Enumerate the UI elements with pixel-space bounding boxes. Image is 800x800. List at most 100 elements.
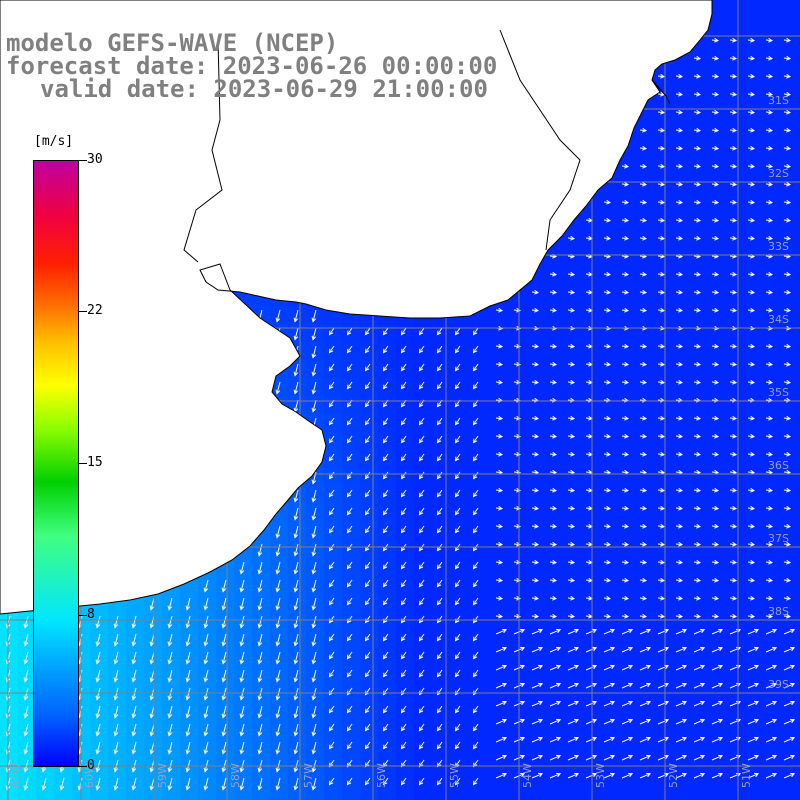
wind-arrowhead <box>400 672 406 678</box>
wind-speed-cell <box>792 540 800 558</box>
wind-arrowhead <box>23 623 29 629</box>
wind-arrowhead <box>382 402 388 408</box>
wind-speed-cell <box>630 306 648 324</box>
wind-speed-cell <box>648 648 666 666</box>
wind-speed-cell <box>648 414 666 432</box>
wind-arrow <box>294 633 299 646</box>
wind-arrowhead <box>311 659 317 665</box>
wind-speed-cell <box>630 432 648 450</box>
wind-speed-cell <box>234 792 252 800</box>
wind-speed-cell <box>702 432 720 450</box>
wind-speed-cell <box>576 216 594 234</box>
wind-arrowhead <box>257 695 263 701</box>
wind-arrowhead <box>328 492 334 498</box>
wind-speed-cell <box>486 396 504 414</box>
wind-arrow <box>312 345 317 358</box>
wind-arrowhead <box>732 55 738 61</box>
wind-arrowhead <box>131 659 137 665</box>
wind-arrow <box>401 381 407 389</box>
wind-arrow <box>747 719 759 725</box>
wind-speed-cell <box>540 738 558 756</box>
wind-speed-cell <box>702 504 720 522</box>
wind-arrowhead <box>23 677 29 683</box>
wind-speed-cell <box>612 414 630 432</box>
wind-speed-cell <box>684 342 702 360</box>
wind-arrowhead <box>750 271 756 277</box>
wind-arrow <box>585 665 597 671</box>
wind-arrowhead <box>454 726 460 732</box>
wind-speed-cell <box>594 486 612 504</box>
wind-arrow <box>419 381 425 389</box>
wind-arrow <box>603 647 615 653</box>
wind-arrowhead <box>628 772 634 778</box>
wind-arrow <box>347 489 353 497</box>
wind-speed-cell <box>720 576 738 594</box>
wind-arrowhead <box>750 37 756 43</box>
wind-arrowhead <box>400 438 406 444</box>
wind-arrowhead <box>786 559 792 565</box>
wind-speed-cell <box>774 648 792 666</box>
wind-arrow <box>437 435 443 443</box>
wind-arrowhead <box>606 343 612 349</box>
wind-arrowhead <box>574 628 580 634</box>
wind-speed-cell <box>648 522 666 540</box>
wind-arrow <box>365 363 371 371</box>
wind-arrow <box>455 687 461 695</box>
wind-speed-cell <box>720 108 738 126</box>
wind-speed-cell <box>630 576 648 594</box>
wind-speed-cell <box>522 486 540 504</box>
wind-speed-cell <box>792 324 800 342</box>
wind-speed-cell <box>774 54 792 72</box>
wind-arrowhead <box>750 487 756 493</box>
wind-arrow <box>383 435 389 443</box>
wind-arrow <box>711 773 723 779</box>
wind-arrowhead <box>552 343 558 349</box>
wind-speed-cell <box>630 720 648 738</box>
colorbar-tick-22: 22 <box>87 303 103 318</box>
wind-arrow <box>783 665 795 671</box>
wind-speed-cell <box>648 504 666 522</box>
wind-arrowhead <box>606 433 612 439</box>
wind-arrowhead <box>257 569 263 575</box>
wind-arrow <box>294 669 299 682</box>
wind-speed-cell <box>576 450 594 468</box>
wind-speed-cell <box>792 468 800 486</box>
wind-arrowhead <box>696 505 702 511</box>
wind-arrowhead <box>700 736 706 742</box>
wind-arrowhead <box>257 551 263 557</box>
wind-arrowhead <box>696 613 702 619</box>
wind-speed-cell <box>486 432 504 450</box>
wind-arrowhead <box>714 235 720 241</box>
wind-speed-cell <box>504 702 522 720</box>
wind-arrow <box>693 683 705 689</box>
wind-speed-cell <box>684 360 702 378</box>
wind-arrowhead <box>472 708 478 714</box>
wind-arrowhead <box>113 641 119 647</box>
wind-arrowhead <box>382 366 388 372</box>
wind-arrowhead <box>472 420 478 426</box>
wind-arrowhead <box>454 474 460 480</box>
wind-arrowhead <box>454 330 460 336</box>
wind-arrowhead <box>552 505 558 511</box>
wind-arrowhead <box>534 595 540 601</box>
wind-arrowhead <box>400 348 406 354</box>
wind-speed-cell <box>792 72 800 90</box>
wind-arrowhead <box>606 199 612 205</box>
wind-arrowhead <box>678 559 684 565</box>
wind-speed-cell <box>738 630 756 648</box>
wind-speed-cell <box>252 792 270 800</box>
colorbar-unit-label: [m/s] <box>34 134 74 149</box>
wind-speed-cell <box>576 558 594 576</box>
wind-arrow <box>495 737 507 743</box>
wind-speed-cell <box>738 414 756 432</box>
wind-arrowhead <box>382 564 388 570</box>
wind-arrowhead <box>606 379 612 385</box>
wind-arrowhead <box>520 736 526 742</box>
wind-speed-cell <box>756 486 774 504</box>
wind-speed-cell <box>684 234 702 252</box>
wind-arrowhead <box>203 605 209 611</box>
wind-speed-cell <box>666 594 684 612</box>
wind-arrowhead <box>454 348 460 354</box>
wind-arrow <box>132 633 137 646</box>
wind-arrowhead <box>275 677 281 683</box>
